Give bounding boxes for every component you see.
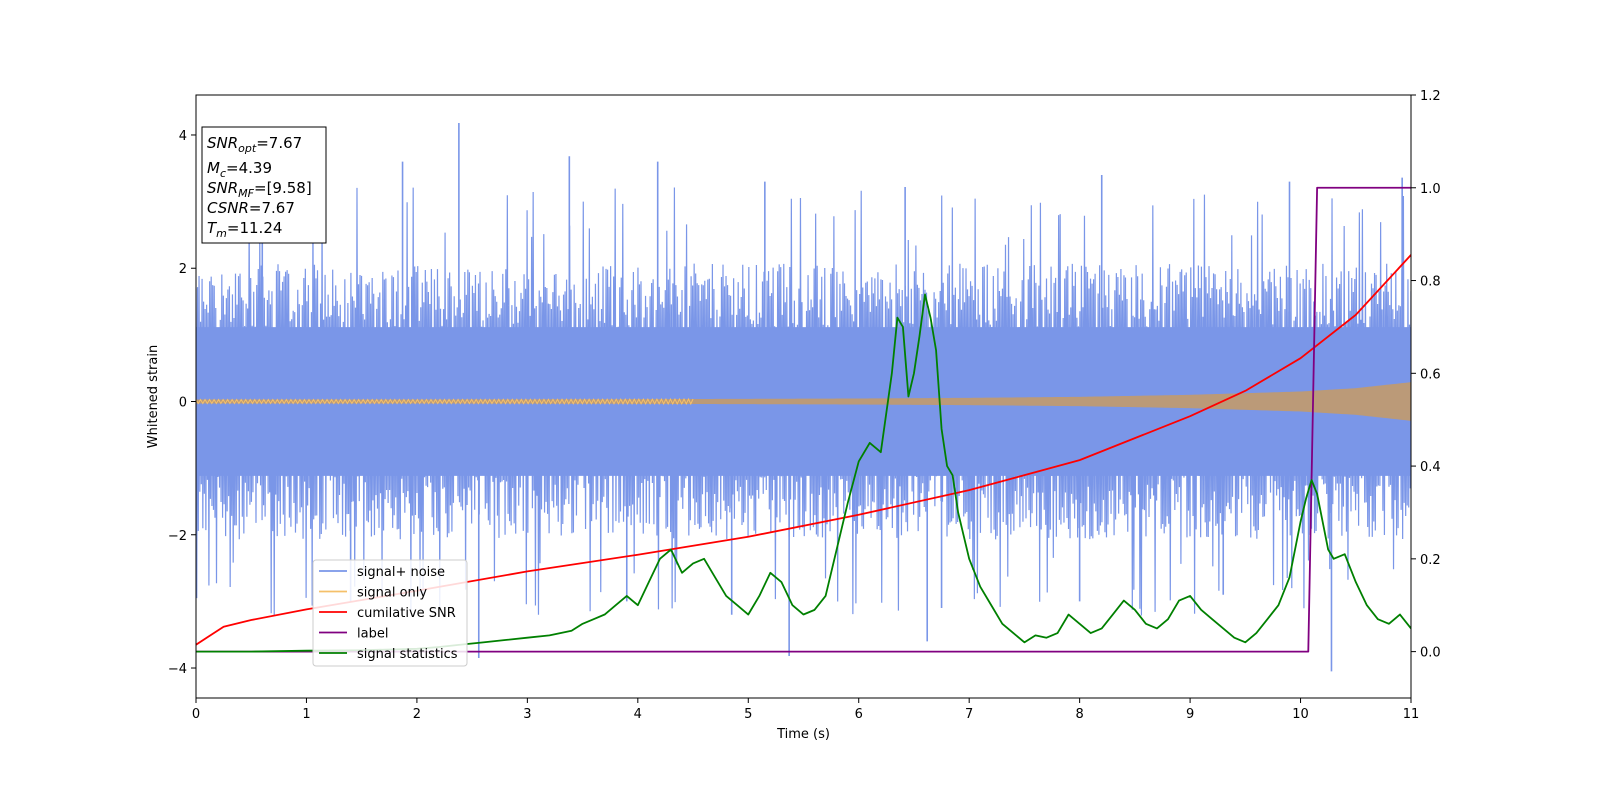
info-line: CSNR=7.67 <box>207 199 295 217</box>
y-tick-label: −4 <box>168 662 187 677</box>
x-tick-label: 9 <box>1186 707 1194 722</box>
y-tick-label: 0 <box>179 395 187 410</box>
x-tick-label: 2 <box>413 707 421 722</box>
x-tick-label: 8 <box>1075 707 1083 722</box>
legend-entry: signal+ noise <box>357 565 445 580</box>
ticks-layer: 0 1 2 3 4 5 6 7 8 9 10 11 4 2 0 −2 −4 1.2 1.0 0.8 0.6 0.4 0.2 0… <box>168 89 1441 722</box>
x-tick-label: 7 <box>965 707 973 722</box>
y-tick-label: −2 <box>168 529 187 544</box>
legend-entry: cumilative SNR <box>357 606 456 621</box>
label-line <box>196 186 1411 653</box>
x-tick-label: 10 <box>1292 707 1309 722</box>
x-tick-label: 5 <box>744 707 752 722</box>
y2-tick-label: 0.6 <box>1420 367 1441 382</box>
signal-only-band <box>196 382 1411 421</box>
info-line: Mc=4.39 <box>207 159 272 180</box>
plot-frame <box>195 94 1412 699</box>
y-tick-label: 2 <box>179 262 187 277</box>
y2-tick-label: 0.4 <box>1420 460 1441 475</box>
lines-layer <box>196 186 1411 653</box>
x-tick-label: 0 <box>192 707 200 722</box>
legend-entry: label <box>357 627 388 642</box>
x-axis-label: Time (s) <box>776 727 830 742</box>
cumulative-snr-line <box>196 254 1411 646</box>
x-tick-label: 11 <box>1403 707 1420 722</box>
y-tick-label: 4 <box>179 129 187 144</box>
x-tick-label: 3 <box>523 707 531 722</box>
legend: signal+ noise signal only cumilative SNR la… <box>312 559 468 667</box>
y2-tick-label: 1.0 <box>1420 182 1441 197</box>
info-box-frame <box>201 126 327 244</box>
y2-tick-label: 1.2 <box>1420 89 1441 104</box>
legend-entry: signal statistics <box>357 647 458 662</box>
signal-layer <box>196 382 1411 421</box>
info-line: SNRopt=7.67 <box>207 134 302 155</box>
x-tick-label: 1 <box>302 707 310 722</box>
signal-only-trace <box>196 397 694 406</box>
y2-tick-label: 0.0 <box>1420 646 1441 661</box>
info-line: Tm=11.24 <box>207 219 282 240</box>
signal-statistics-line <box>196 293 1411 653</box>
x-tick-label: 4 <box>634 707 642 722</box>
y-axis-label: Whitened strain <box>146 345 161 448</box>
x-tick-label: 6 <box>855 707 863 722</box>
y2-tick-label: 0.2 <box>1420 553 1441 568</box>
y2-tick-label: 0.8 <box>1420 275 1441 290</box>
legend-entry: signal only <box>357 586 427 601</box>
info-line: SNRMF=[9.58] <box>207 179 312 200</box>
legend-frame <box>312 559 468 667</box>
